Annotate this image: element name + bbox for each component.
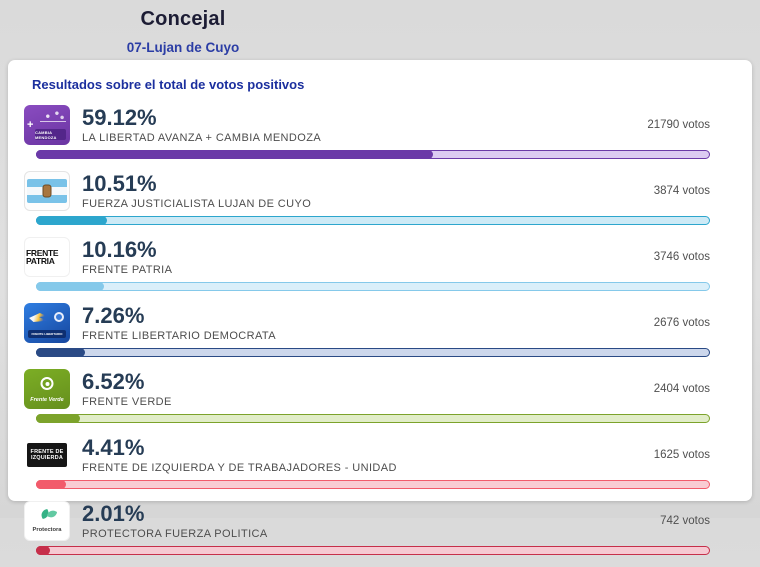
- party-name: FRENTE PATRIA: [82, 264, 173, 277]
- lion-icon: [40, 109, 66, 122]
- frente-patria-logo: FRENTE PATRIA: [24, 237, 70, 277]
- result-bar: [36, 546, 710, 555]
- lla-cambia-mendoza-logo: + CAMBIA MENDOZA: [24, 105, 70, 145]
- frente-de-izquierda-logo: FRENTE DE IZQUIERDA: [24, 435, 70, 475]
- votes-count: 2676 votos: [653, 317, 710, 329]
- result-row: Frente Verde 6.52% FRENTE VERDE 2404 vot…: [24, 369, 710, 423]
- party-logo-label: CAMBIA MENDOZA: [35, 129, 66, 140]
- election-header: Concejal 07-Lujan de Cuyo: [0, 8, 366, 55]
- party-logo-label: FRENTE DE IZQUIERDA: [27, 443, 67, 467]
- party-logo-label: FRENTE PATRIA: [26, 247, 59, 266]
- result-row: Protectora 2.01% PROTECTORA FUERZA POLIT…: [24, 501, 710, 555]
- party-logo-label: Protectora: [32, 527, 62, 533]
- votes-count: 3746 votos: [653, 251, 710, 263]
- result-bar-fill: [36, 348, 85, 357]
- result-bar: [36, 348, 710, 357]
- result-bar-fill: [36, 480, 66, 489]
- percent-value: 7.26%: [82, 302, 145, 328]
- percent-value: 59.12%: [82, 104, 157, 130]
- party-name: FRENTE DE IZQUIERDA Y DE TRABAJADORES - …: [82, 462, 397, 475]
- result-bar: [36, 414, 710, 423]
- result-row: FRENTE DE IZQUIERDA 4.41% FRENTE DE IZQUI…: [24, 435, 710, 489]
- result-row: FRENTE PATRIA 10.16% FRENTE PATRIA 3746 v…: [24, 237, 710, 291]
- votes-count: 742 votos: [660, 515, 710, 527]
- result-bar-fill: [36, 216, 107, 225]
- page-title: Concejal: [140, 8, 226, 30]
- party-name: FUERZA JUSTICIALISTA LUJAN DE CUYO: [82, 198, 312, 211]
- votes-count: 3874 votos: [653, 185, 710, 197]
- result-row: 10.51% FUERZA JUSTICIALISTA LUJAN DE CUY…: [24, 171, 710, 225]
- results-card-title: Resultados sobre el total de votos posit…: [32, 77, 305, 92]
- party-name: LA LIBERTAD AVANZA + CAMBIA MENDOZA: [82, 132, 322, 145]
- party-name: FRENTE VERDE: [82, 396, 172, 409]
- result-row: + CAMBIA MENDOZA 59.12% LA LIBERTAD AVAN…: [24, 105, 710, 159]
- result-bar-fill: [36, 414, 80, 423]
- votes-count: 1625 votos: [653, 449, 710, 461]
- result-bar: [36, 216, 710, 225]
- votes-count: 21790 votos: [647, 119, 710, 131]
- result-bar: [36, 150, 710, 159]
- result-row: FRENTE LIBERTARIO 7.26% FRENTE LIBERTARI…: [24, 303, 710, 357]
- bird-icon: [29, 313, 47, 322]
- frente-verde-logo: Frente Verde: [24, 369, 70, 409]
- percent-value: 2.01%: [82, 500, 145, 526]
- result-bar-fill: [36, 150, 434, 159]
- district-subtitle: 07-Lujan de Cuyo: [126, 40, 240, 55]
- plus-glyph: +: [27, 119, 34, 131]
- frente-libertario-democrata-logo: FRENTE LIBERTARIO: [24, 303, 70, 343]
- result-bar-fill: [36, 282, 105, 291]
- fuerza-justicialista-flag-logo: [24, 171, 70, 211]
- percent-value: 10.16%: [82, 236, 157, 262]
- target-icon: [40, 377, 54, 390]
- votes-count: 2404 votos: [653, 383, 710, 395]
- party-logo-label: FRENTE LIBERTARIO: [28, 330, 66, 338]
- result-bar: [36, 282, 710, 291]
- party-name: FRENTE LIBERTARIO DEMOCRATA: [82, 330, 276, 343]
- percent-value: 4.41%: [82, 434, 145, 460]
- percent-value: 10.51%: [82, 170, 157, 196]
- result-bar-fill: [36, 546, 50, 555]
- flag-crest-icon: [42, 184, 52, 198]
- result-bar: [36, 480, 710, 489]
- results-list: + CAMBIA MENDOZA 59.12% LA LIBERTAD AVAN…: [24, 105, 710, 567]
- party-logo-label: Frente Verde: [30, 397, 64, 403]
- results-card: Resultados sobre el total de votos posit…: [8, 60, 752, 555]
- protectora-logo: Protectora: [24, 501, 70, 541]
- percent-value: 6.52%: [82, 368, 145, 394]
- party-name: PROTECTORA FUERZA POLITICA: [82, 528, 268, 541]
- globe-icon: [54, 312, 64, 322]
